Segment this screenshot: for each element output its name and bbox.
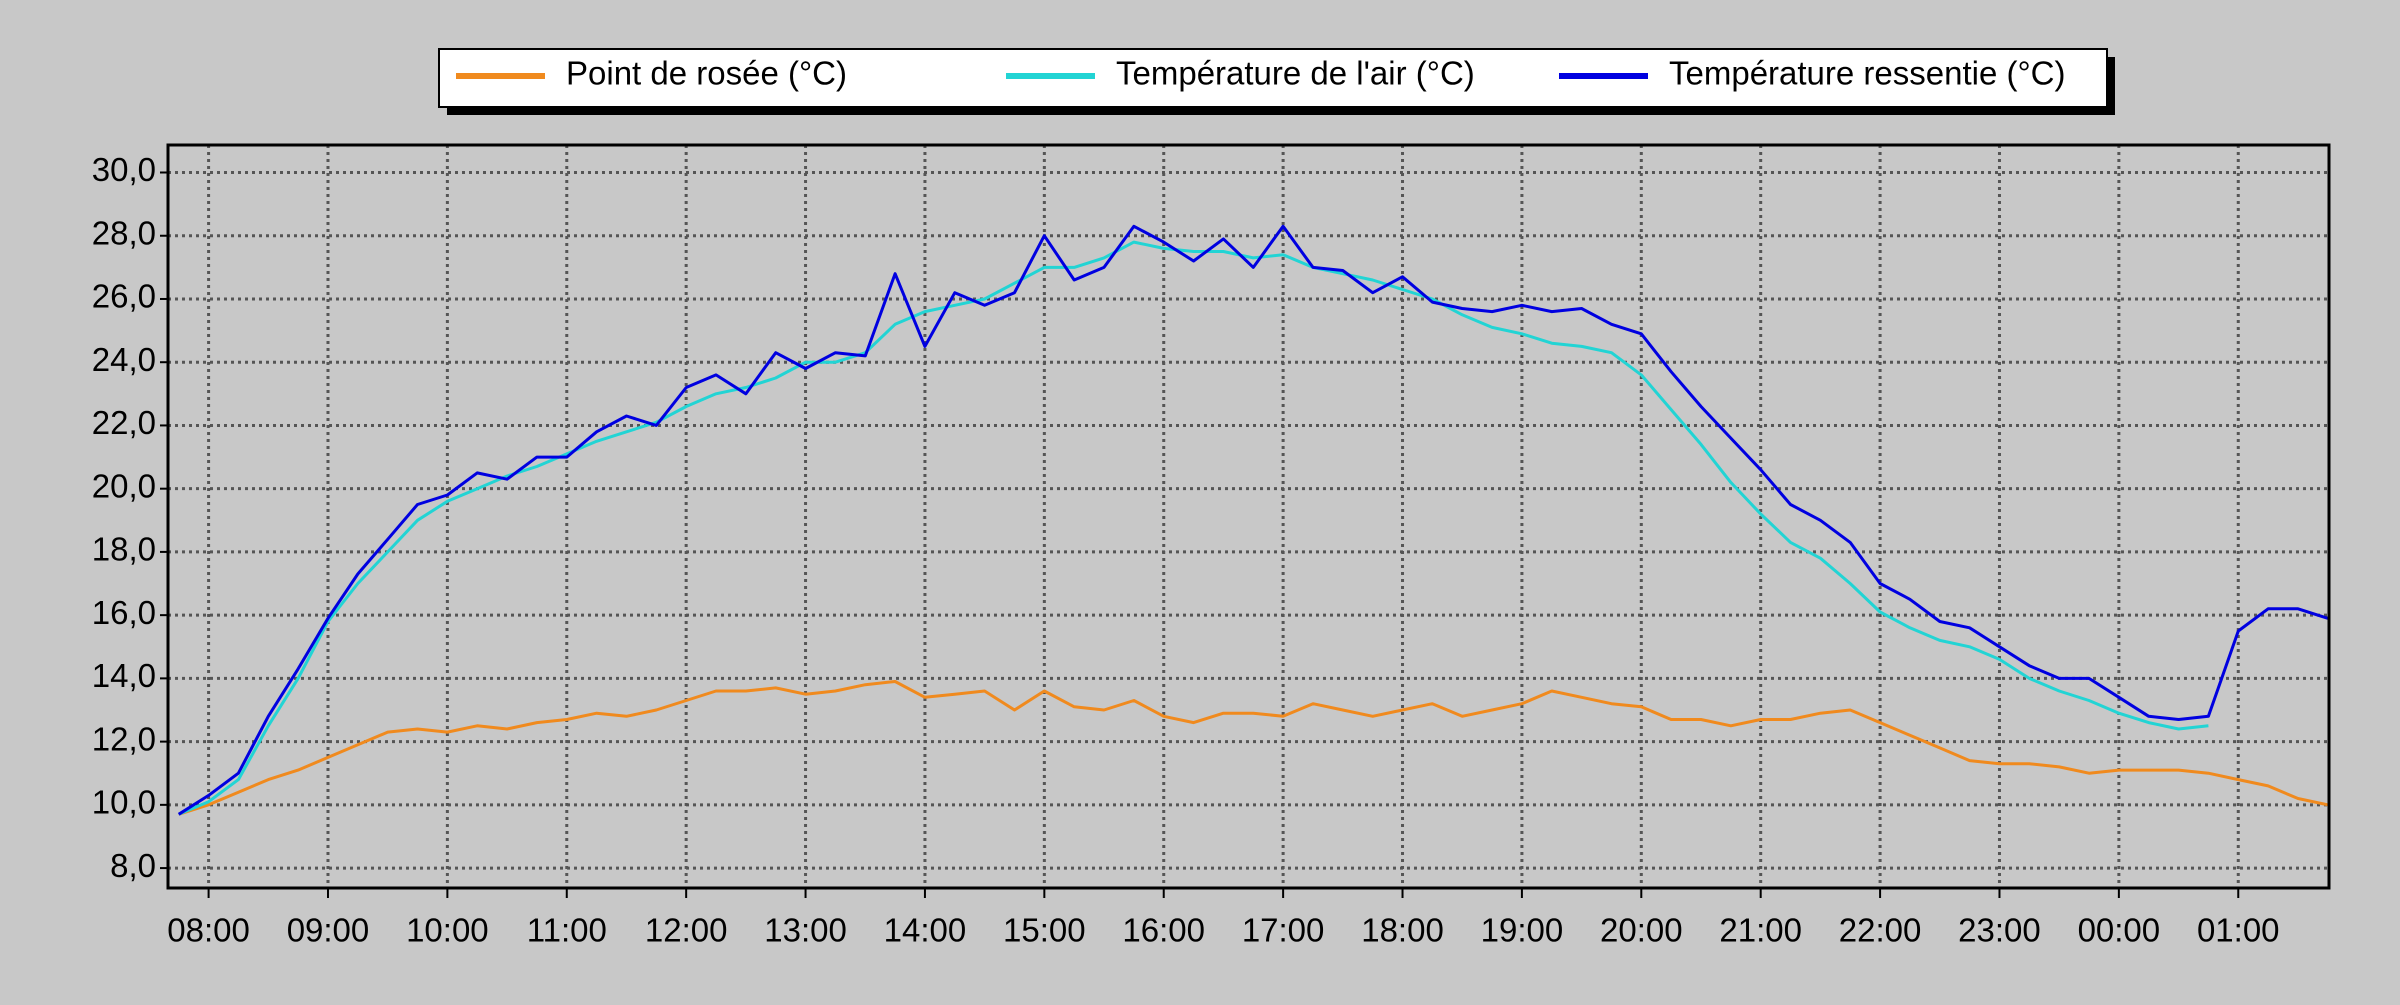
x-tick-label: 18:00 [1361, 912, 1444, 949]
x-tick-label: 16:00 [1122, 912, 1205, 949]
y-tick-label: 8,0 [110, 847, 156, 884]
x-tick-label: 11:00 [527, 912, 607, 949]
y-tick-label: 20,0 [92, 467, 156, 504]
y-tick-label: 16,0 [92, 594, 156, 631]
grid [168, 145, 2329, 888]
x-tick-label: 14:00 [884, 912, 967, 949]
x-tick-label: 19:00 [1481, 912, 1564, 949]
x-tick-label: 22:00 [1839, 912, 1922, 949]
y-tick-label: 14,0 [92, 657, 156, 694]
legend-label: Température ressentie (°C) [1669, 55, 2066, 92]
x-tick-label: 17:00 [1242, 912, 1325, 949]
series-line [177, 224, 2329, 816]
y-tick-label: 28,0 [92, 214, 156, 251]
x-tick-label: 20:00 [1600, 912, 1683, 949]
x-tick-label: 01:00 [2197, 912, 2280, 949]
y-tick-label: 30,0 [92, 151, 156, 188]
x-tick-label: 21:00 [1719, 912, 1802, 949]
legend-label: Température de l'air (°C) [1116, 55, 1475, 92]
x-tick-label: 23:00 [1958, 912, 2041, 949]
y-tick-label: 22,0 [92, 404, 156, 441]
series-line [178, 680, 2329, 816]
x-tick-label: 13:00 [764, 912, 847, 949]
plot-area [168, 145, 2329, 888]
y-tick-label: 26,0 [92, 278, 156, 315]
axes: 8,0 10,0 12,0 14,0 16,0 18,0 20,0 22,0 24,0 26,0 2… [92, 151, 2280, 948]
y-tick-label: 12,0 [92, 720, 156, 757]
legend: Point de rosée (°C) Température de l'air … [456, 55, 2066, 92]
x-tick-label: 08:00 [167, 912, 250, 949]
x-tick-label: 12:00 [645, 912, 728, 949]
lines [177, 224, 2329, 816]
y-tick-label: 18,0 [92, 531, 156, 568]
x-tick-label: 00:00 [2078, 912, 2161, 949]
x-tick-label: 10:00 [406, 912, 489, 949]
legend-box [438, 48, 2108, 108]
y-tick-label: 24,0 [92, 341, 156, 378]
plot-border [166, 143, 2331, 890]
x-tick-label: 09:00 [287, 912, 370, 949]
legend-label: Point de rosée (°C) [566, 55, 847, 92]
y-tick-label: 10,0 [92, 784, 156, 821]
x-tick-label: 15:00 [1003, 912, 1086, 949]
